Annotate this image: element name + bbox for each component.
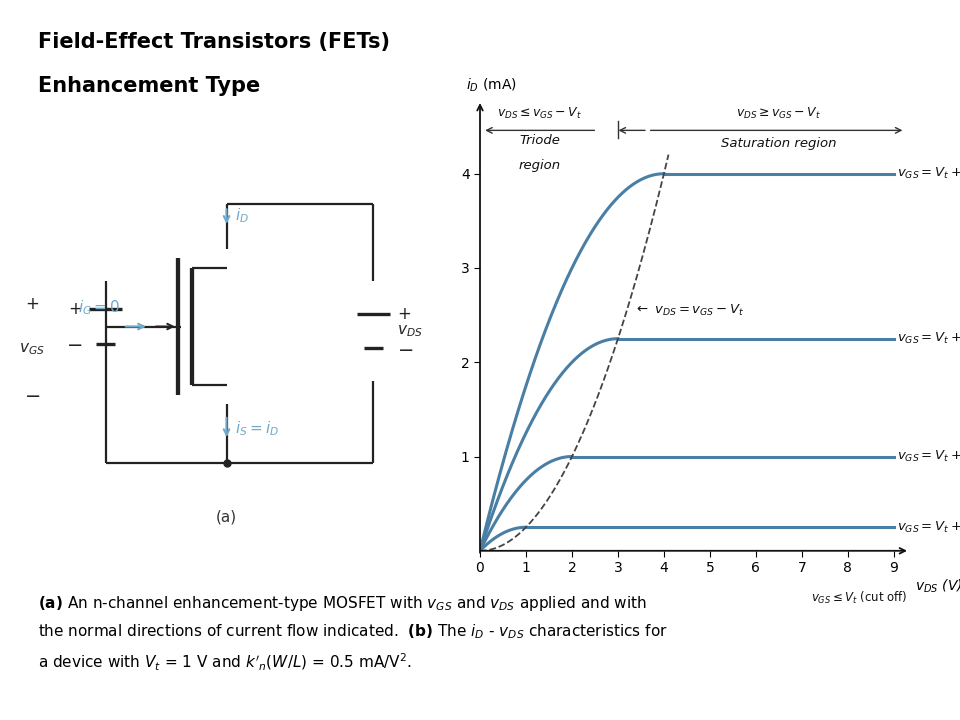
Text: $-$: $-$ bbox=[24, 385, 40, 404]
Text: $v_{DS}$: $v_{DS}$ bbox=[397, 323, 422, 339]
Text: $v_{GS} = V_t + 1$: $v_{GS} = V_t + 1$ bbox=[898, 520, 960, 535]
Text: $v_{GS}$: $v_{GS}$ bbox=[19, 341, 45, 357]
Text: $v_{DS} \geq v_{GS} - V_t$: $v_{DS} \geq v_{GS} - V_t$ bbox=[736, 106, 822, 121]
Text: $\bf{(a)}$ An n-channel enhancement-type MOSFET with $v_{GS}$ and $v_{DS}$ appli: $\bf{(a)}$ An n-channel enhancement-type… bbox=[38, 594, 668, 672]
Text: region: region bbox=[518, 159, 561, 172]
Text: $v_{DS} \leq v_{GS} - V_t$: $v_{DS} \leq v_{GS} - V_t$ bbox=[497, 106, 583, 121]
Text: $i_S = i_D$: $i_S = i_D$ bbox=[235, 419, 279, 438]
Text: $-$: $-$ bbox=[397, 339, 414, 358]
Text: Enhancement Type: Enhancement Type bbox=[38, 76, 261, 96]
Text: $v_{GS} = V_t + 4$: $v_{GS} = V_t + 4$ bbox=[898, 166, 960, 181]
Text: +: + bbox=[397, 305, 411, 323]
Text: $\leftarrow$ $v_{DS} = v_{GS} - V_t$: $\leftarrow$ $v_{DS} = v_{GS} - V_t$ bbox=[634, 303, 745, 318]
Text: $i_D$ (mA): $i_D$ (mA) bbox=[467, 76, 516, 94]
Text: +: + bbox=[68, 300, 82, 318]
Text: Field-Effect Transistors (FETs): Field-Effect Transistors (FETs) bbox=[38, 32, 391, 53]
Text: +: + bbox=[25, 295, 39, 312]
Text: $v_{GS} = V_t + 3$: $v_{GS} = V_t + 3$ bbox=[898, 331, 960, 346]
Text: $v_{GS} \leq V_t$ (cut off): $v_{GS} \leq V_t$ (cut off) bbox=[811, 590, 907, 606]
Text: (a): (a) bbox=[216, 510, 237, 525]
Text: Triode: Triode bbox=[519, 134, 561, 147]
Text: $i_D$: $i_D$ bbox=[235, 206, 249, 225]
Text: $v_{DS}$ (V): $v_{DS}$ (V) bbox=[915, 577, 960, 595]
Text: $i_G = 0$: $i_G = 0$ bbox=[78, 298, 120, 317]
Text: $v_{GS} = V_t + 2$: $v_{GS} = V_t + 2$ bbox=[898, 449, 960, 464]
Text: $-$: $-$ bbox=[65, 334, 82, 354]
Text: Saturation region: Saturation region bbox=[721, 138, 836, 150]
